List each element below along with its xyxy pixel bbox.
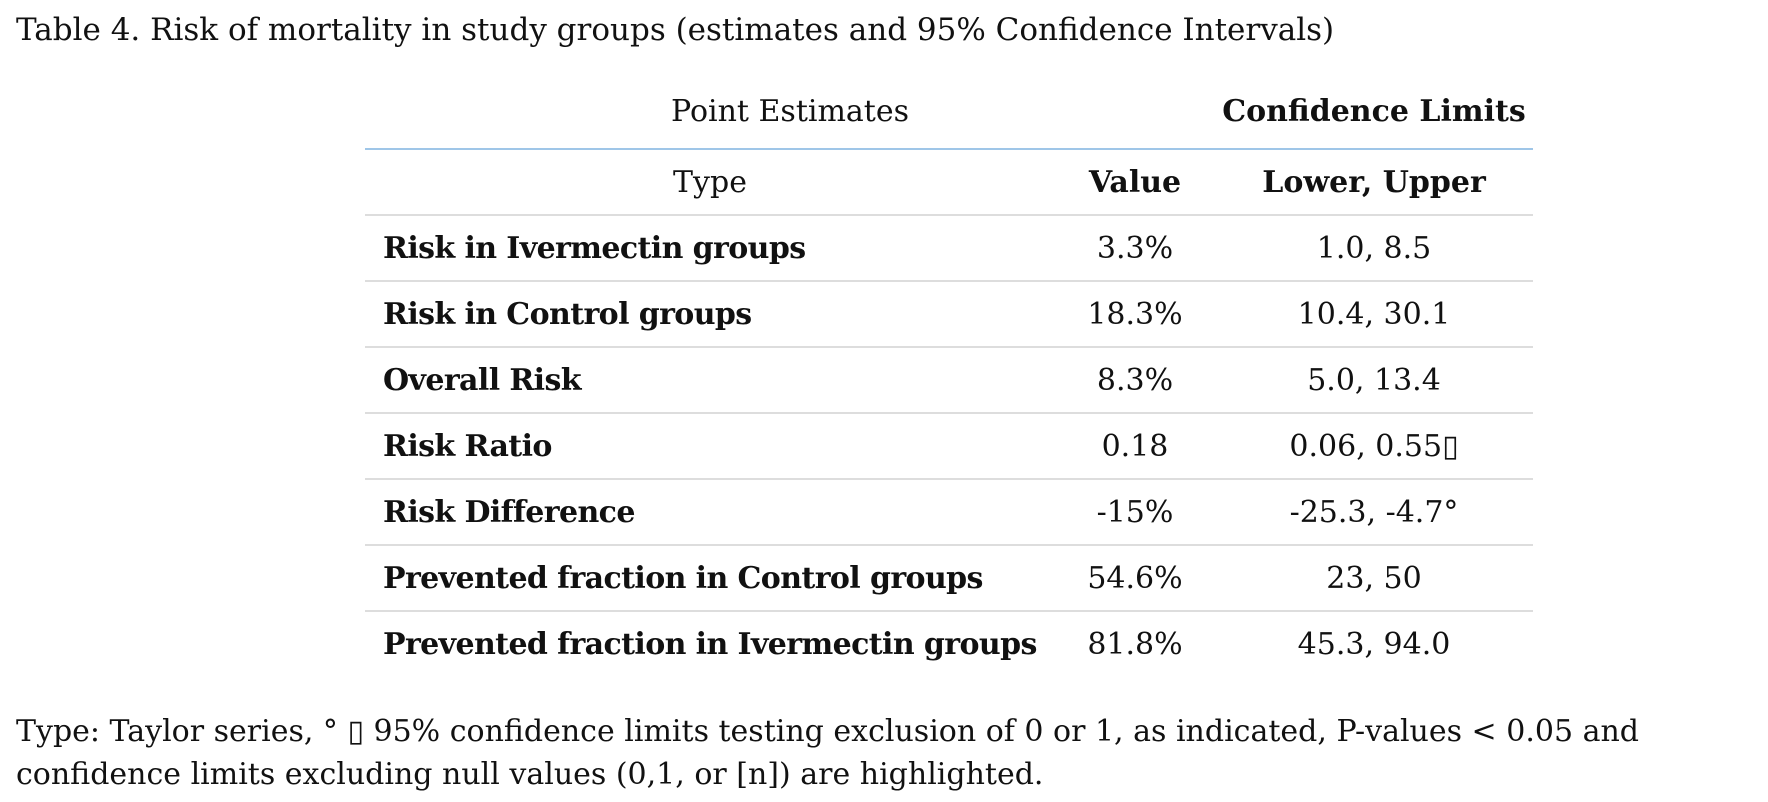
- row-type: Risk in Control groups: [365, 281, 1055, 348]
- table-row: Prevented fraction in Ivermectin groups …: [365, 611, 1533, 676]
- value-column-header: Value: [1055, 149, 1215, 216]
- row-type: Overall Risk: [365, 347, 1055, 414]
- table-footnote: Type: Taylor series, ° ▯ 95% confidence …: [16, 714, 1639, 792]
- table-row: Risk Ratio 0.18 0.06, 0.55▯: [365, 413, 1533, 480]
- row-type: Prevented fraction in Ivermectin groups: [383, 626, 1037, 662]
- row-value: -15%: [1055, 479, 1215, 546]
- limits-column-header: Lower, Upper: [1215, 149, 1533, 216]
- row-limits: 5.0, 13.4: [1215, 347, 1533, 414]
- table-row: Risk in Control groups 18.3% 10.4, 30.1: [365, 281, 1533, 348]
- row-value: 81.8%: [1087, 626, 1183, 662]
- row-limits: -25.3, -4.7°: [1215, 479, 1533, 546]
- mortality-risk-table: Point Estimates Confidence Limits Type V…: [365, 74, 1533, 676]
- row-value: 0.18: [1055, 413, 1215, 480]
- table-row: Risk Difference -15% -25.3, -4.7°: [365, 479, 1533, 546]
- confidence-limits-header: Confidence Limits: [1215, 74, 1533, 150]
- table-row: Risk in Ivermectin groups 3.3% 1.0, 8.5: [365, 215, 1533, 282]
- row-type: Risk in Ivermectin groups: [365, 215, 1055, 282]
- row-limits: 23, 50: [1215, 545, 1533, 612]
- row-limits: 1.0, 8.5: [1215, 215, 1533, 282]
- table-row: Overall Risk 8.3% 5.0, 13.4: [365, 347, 1533, 414]
- type-column-header: Type: [365, 149, 1055, 216]
- group-header-row: Point Estimates Confidence Limits: [365, 74, 1533, 150]
- row-type: Risk Ratio: [365, 413, 1055, 480]
- row-limits: 45.3, 94.0: [1297, 626, 1451, 662]
- row-value: 3.3%: [1055, 215, 1215, 282]
- row-limits: 10.4, 30.1: [1215, 281, 1533, 348]
- row-type: Prevented fraction in Control groups: [365, 545, 1055, 612]
- row-value: 18.3%: [1055, 281, 1215, 348]
- column-header-row: Type Value Lower, Upper: [365, 149, 1533, 216]
- table-row: Prevented fraction in Control groups 54.…: [365, 545, 1533, 612]
- row-type: Risk Difference: [365, 479, 1055, 546]
- row-value: 54.6%: [1055, 545, 1215, 612]
- row-limits: 0.06, 0.55▯: [1215, 413, 1533, 480]
- row-value: 8.3%: [1055, 347, 1215, 414]
- point-estimates-header: Point Estimates: [365, 74, 1215, 150]
- table-caption: Table 4. Risk of mortality in study grou…: [16, 12, 1335, 48]
